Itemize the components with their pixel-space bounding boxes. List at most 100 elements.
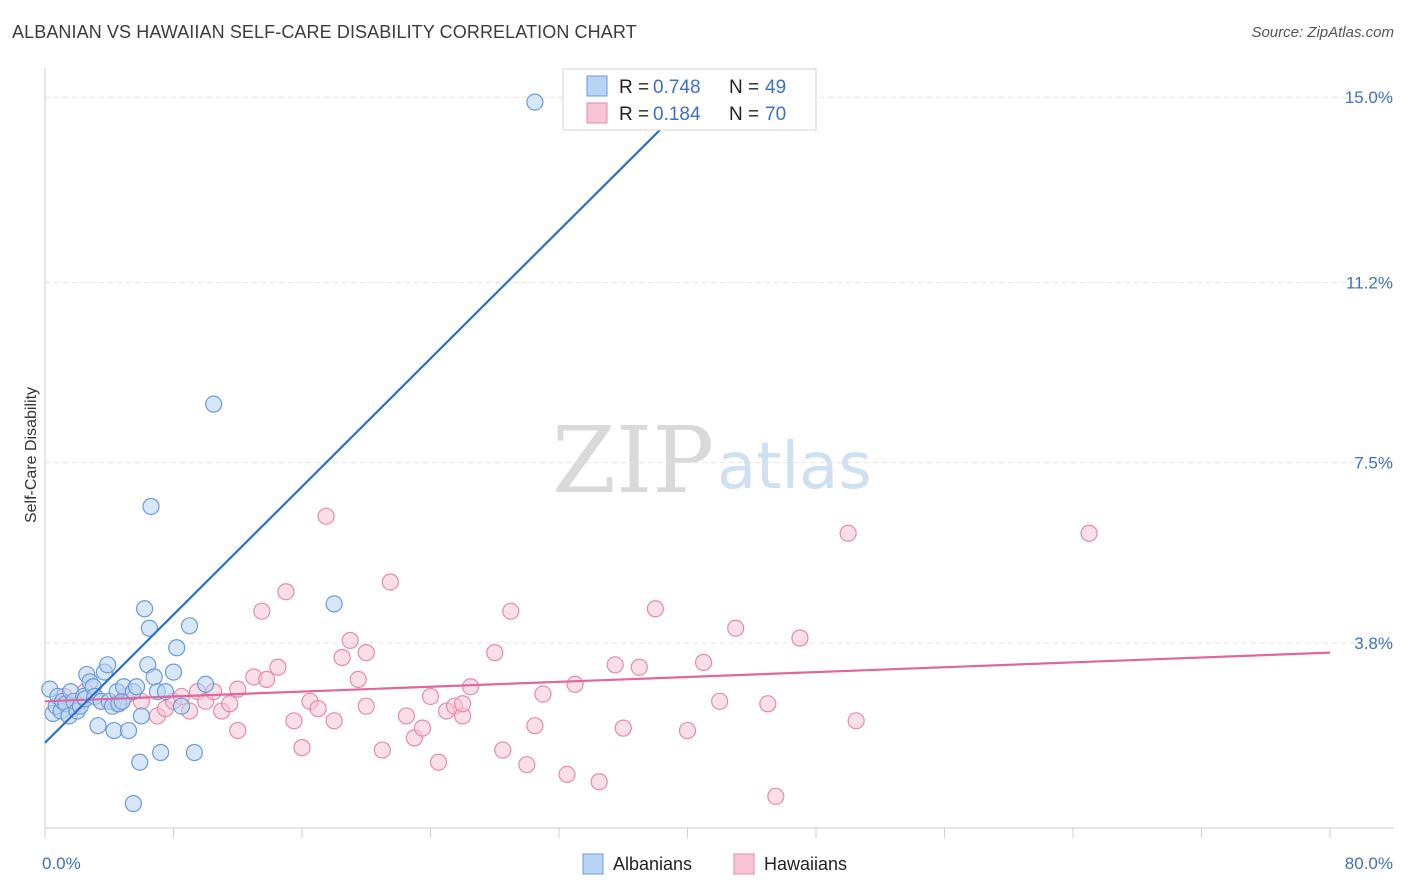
y-tick-label-0: 3.8% [1354,634,1393,653]
hawaiians-point-57 [678,721,697,740]
hawaiians-point-50 [558,765,576,784]
albanians-point-38 [145,668,163,686]
hawaiians-point-45 [494,741,512,759]
watermark-atlas: atlas [717,430,872,504]
hawaiians-point-63 [791,629,809,647]
hawaiians-point-49 [534,685,552,703]
y-tick-label-2: 11.2% [1346,273,1393,292]
hawaiians-point-37 [413,719,432,737]
hawaiians-point-58 [694,653,713,671]
albanians-point-36 [140,619,159,637]
hawaiians-points [55,507,1098,805]
y-tick-labels: 3.8% 7.5% 11.2% 15.0% [1345,88,1393,653]
albanians-point-34 [135,600,154,618]
hawaiians-point-34 [381,573,399,591]
bottom-legend-swatch-albanians [582,853,604,875]
hawaiians-point-55 [630,658,648,676]
x-tick-label-0: 0.0% [42,854,81,873]
albanians-point-47 [197,675,215,693]
albanians-point-40 [152,743,170,762]
trend-lines [44,125,1331,744]
albanians-point-24 [105,721,123,740]
hawaiians-point-26 [309,700,327,718]
albanians-point-48 [205,395,223,413]
bottom-legend: Albanians Hawaiians [582,853,847,875]
albanians-point-37 [142,497,160,516]
hawaiians-point-28 [325,712,343,730]
hawaiians-point-19 [253,602,271,620]
hawaiians-point-27 [317,507,335,525]
legend-n-value-1: 49 [765,77,786,98]
hawaiians-point-68 [357,697,375,715]
grid-lines [45,96,1394,644]
albanians-point-50 [526,93,544,111]
hawaiians-point-66 [1080,524,1098,542]
bottom-legend-swatch-hawaiians [733,853,755,875]
y-axis-label: Self-Care Disability [23,387,40,523]
hawaiians-point-65 [847,712,865,730]
albanians-point-49 [325,595,343,613]
hawaiians-point-47 [518,756,536,774]
albanians-point-29 [119,721,138,740]
hawaiians-point-44 [486,644,504,662]
hawaiians-point-51 [566,675,584,693]
y-tick-label-3: 15.0% [1345,88,1393,107]
hawaiians-point-31 [349,670,367,689]
source-label: Source: ZipAtlas.com [1251,24,1394,41]
hawaiians-point-22 [277,583,295,601]
hawaiians-point-69 [454,695,472,713]
chart-title: ALBANIAN VS HAWAIIAN SELF-CARE DISABILIT… [12,22,637,42]
hawaiians-point-35 [397,707,416,725]
albanians-point-51 [124,795,142,813]
legend: R = 0.748 N = 49 R = 0.184 N = 70 [562,68,817,131]
albanians-point-42 [164,663,183,681]
legend-swatch-hawaiians [586,102,608,124]
hawaiians-point-23 [285,712,303,730]
legend-n-label-1: N = [729,77,759,98]
albanians-point-32 [131,753,149,771]
hawaiians-point-38 [421,687,440,706]
watermark-zip: ZIP [552,407,714,514]
legend-n-value-2: 70 [765,104,786,125]
hawaiians-point-33 [373,741,391,759]
hawaiians-point-20 [258,670,276,689]
y-tick-label-1: 7.5% [1354,454,1393,473]
legend-n-label-2: N = [729,104,759,125]
albanians-point-33 [132,707,150,725]
x-tick-labels: 0.0% 80.0% [42,854,1393,873]
hawaiians-point-48 [526,717,544,735]
x-tick-label-1: 80.0% [1345,854,1393,873]
legend-r-value-1: 0.748 [653,77,701,98]
hawaiians-point-64 [839,524,857,542]
hawaiians-trend-line [44,651,1331,703]
albanians-point-21 [99,656,117,674]
hawaiians-point-16 [221,695,239,713]
hawaiians-point-29 [333,648,351,667]
watermark: ZIP atlas [552,407,872,514]
hawaiians-point-52 [590,773,608,791]
hawaiians-point-21 [269,658,287,676]
albanians-point-44 [172,697,191,715]
albanians-point-43 [168,639,186,657]
hawaiians-point-24 [293,739,311,757]
albanians-point-45 [180,617,199,635]
hawaiians-point-56 [646,600,664,618]
legend-swatch-albanians [586,75,608,97]
hawaiians-point-67 [229,721,247,740]
albanians-point-31 [127,678,146,696]
legend-r-label-1: R = [619,77,649,98]
hawaiians-point-32 [357,644,375,662]
albanians-point-18 [89,717,107,735]
hawaiians-point-53 [606,656,624,674]
legend-r-value-2: 0.184 [653,104,701,125]
hawaiians-point-59 [711,692,729,710]
hawaiians-point-30 [341,631,359,650]
legend-r-label-2: R = [619,104,649,125]
hawaiians-point-46 [502,602,520,620]
hawaiians-point-39 [429,753,448,771]
x-axis-ticks [44,828,1331,838]
hawaiians-point-61 [759,695,777,713]
hawaiians-point-60 [727,619,745,637]
hawaiians-point-43 [462,678,480,696]
